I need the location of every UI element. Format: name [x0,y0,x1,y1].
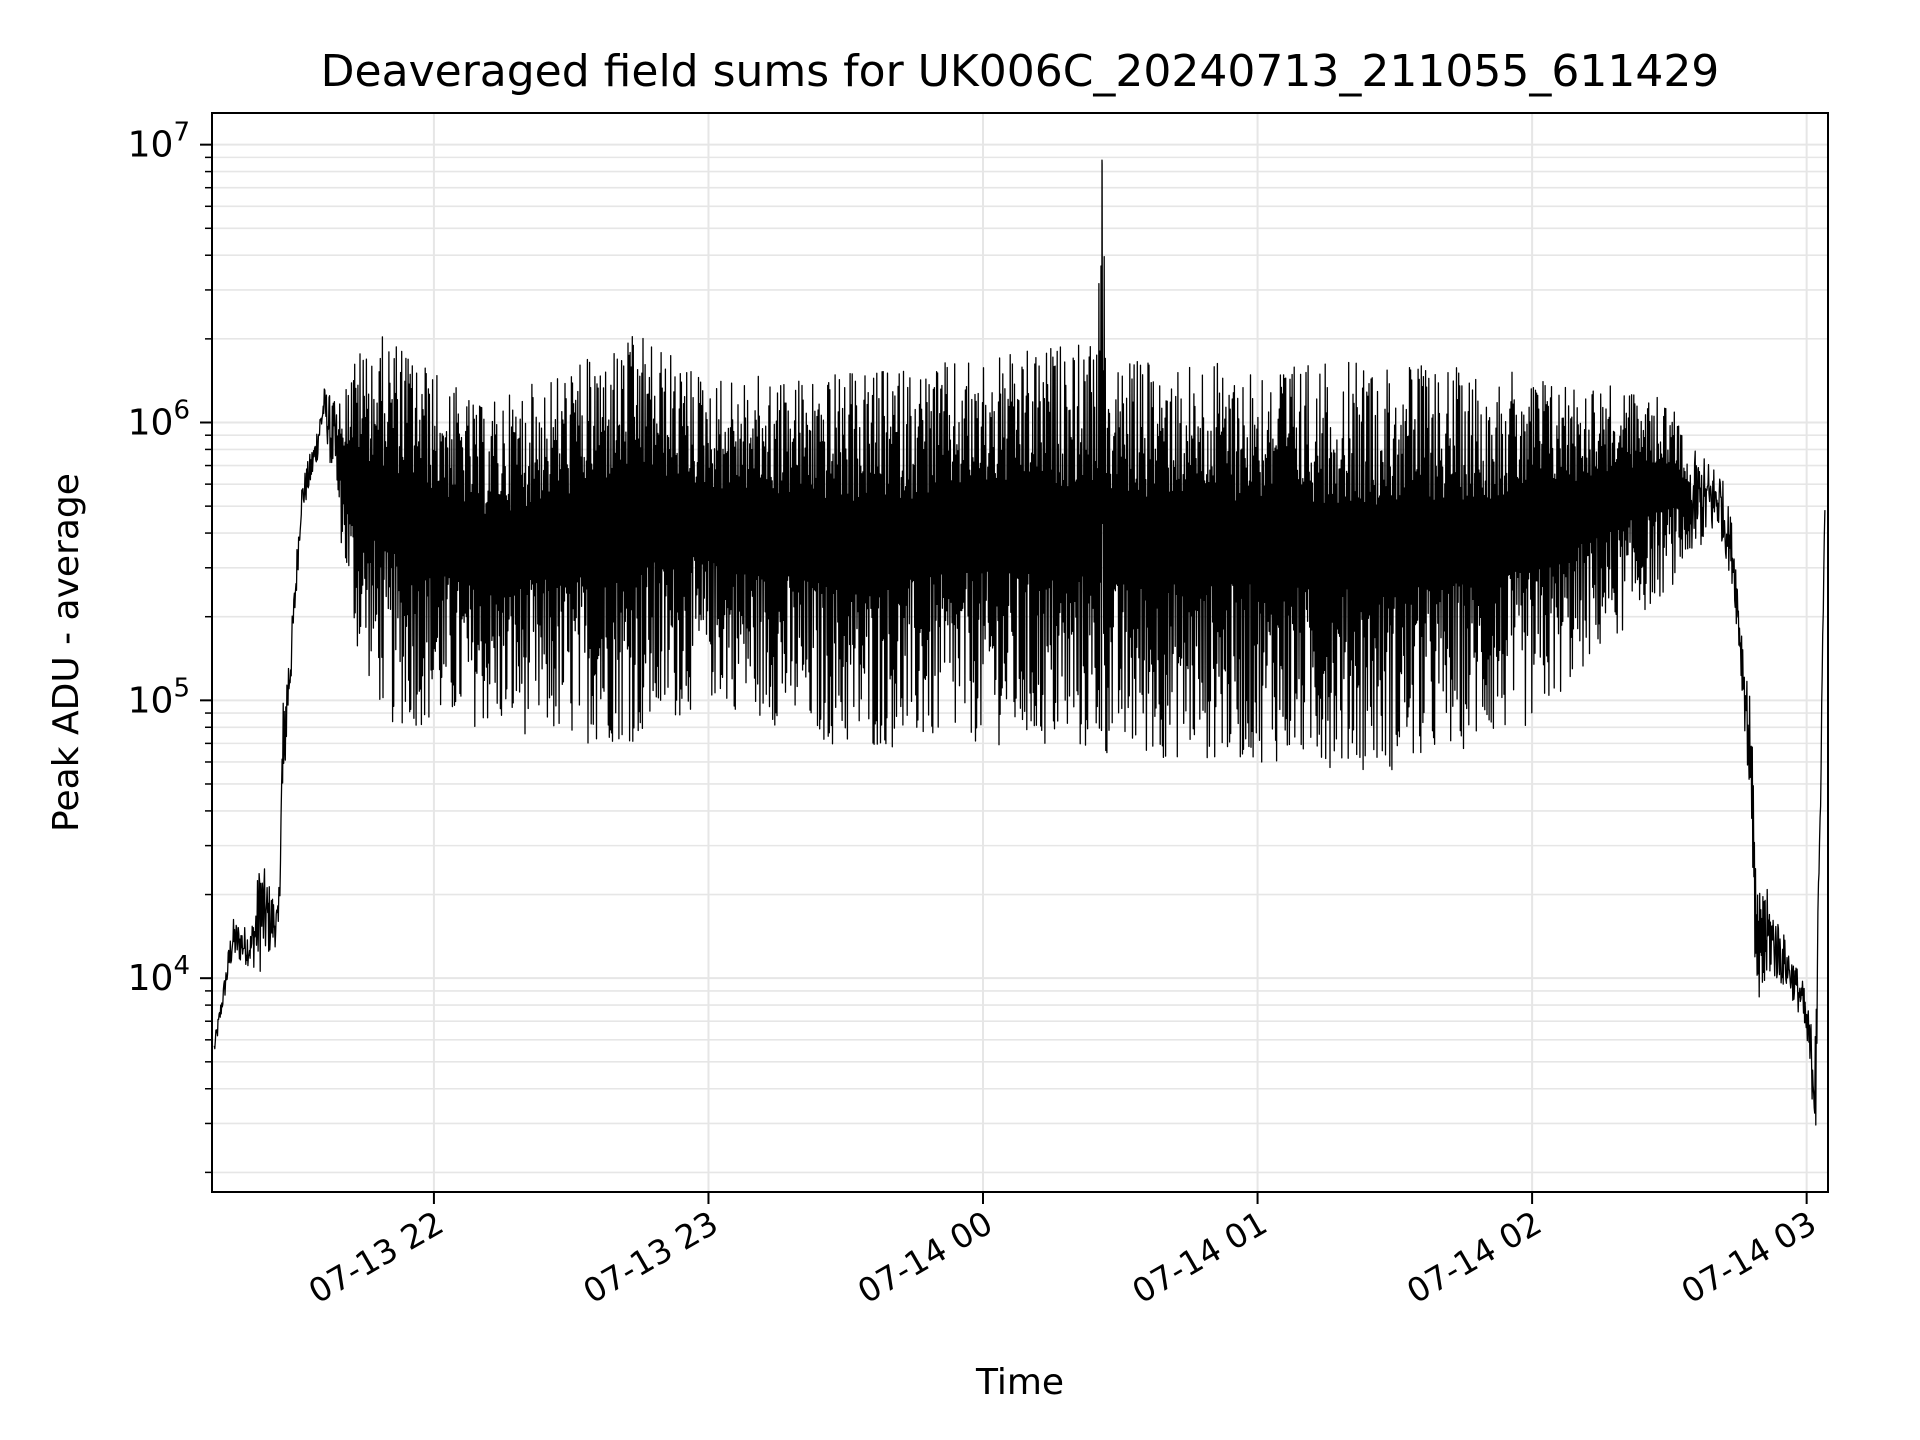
chart-title: Deaveraged field sums for UK006C_2024071… [321,46,1720,97]
y-tick-label: 104 [128,951,190,999]
x-axis-label: Time [975,1362,1064,1403]
y-axis: 104 105 106 107 [128,118,212,1174]
y-tick-label: 106 [128,396,190,444]
y-tick-label: 107 [128,118,190,166]
series-path [213,159,1826,1126]
plot-frame [211,112,1829,1193]
y-tick-label: 105 [128,673,190,721]
data-series-line [213,159,1826,1126]
y-axis-label: Peak ADU - average [46,473,87,832]
